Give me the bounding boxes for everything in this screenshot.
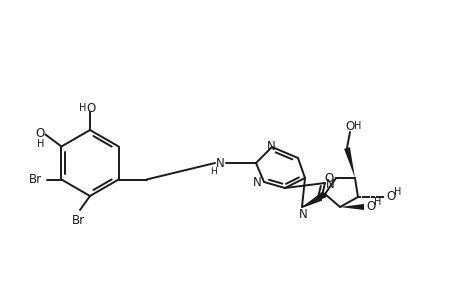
Text: O: O: [36, 127, 45, 140]
Text: O: O: [86, 101, 95, 115]
Text: H: H: [374, 197, 381, 207]
Text: N: N: [252, 176, 261, 190]
Text: O: O: [386, 190, 395, 203]
Polygon shape: [343, 147, 354, 178]
Text: N: N: [215, 157, 224, 169]
Text: H: H: [79, 103, 86, 113]
Text: Br: Br: [29, 173, 42, 186]
Polygon shape: [302, 191, 326, 207]
Text: O: O: [324, 172, 333, 185]
Text: H: H: [353, 121, 361, 131]
Polygon shape: [339, 204, 363, 210]
Text: O: O: [345, 119, 354, 133]
Text: H: H: [210, 167, 217, 176]
Text: O: O: [365, 200, 375, 214]
Text: N: N: [266, 140, 275, 152]
Text: N: N: [325, 178, 334, 190]
Text: N: N: [298, 208, 307, 220]
Text: Br: Br: [71, 214, 84, 226]
Text: H: H: [37, 139, 44, 148]
Text: H: H: [393, 187, 401, 197]
